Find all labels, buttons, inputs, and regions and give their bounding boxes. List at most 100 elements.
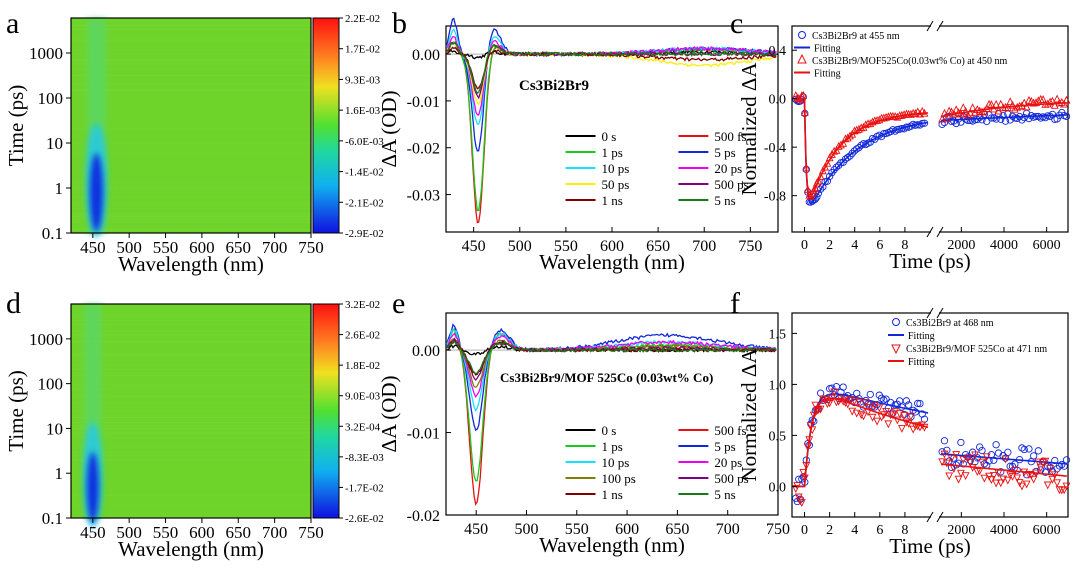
legend-label: Fitting [908,357,935,368]
data-point [882,112,891,121]
data-point [818,166,827,175]
x-tick-label: 0 [801,523,808,538]
fit-line [793,397,929,488]
data-point [1029,475,1038,484]
data-point [942,459,951,468]
x-tick-label: 750 [298,523,324,542]
axis-break-mark [936,511,944,523]
x-axis-label: Wavelength (nm) [539,533,685,557]
legend-label: 500 fs [714,423,746,438]
series-line-10-ps [446,28,777,125]
colorbar [312,303,340,519]
colorbar [312,17,340,234]
series-line-1-ns [446,46,777,90]
data-point [940,437,949,445]
y-axis-label: Time (ps) [4,370,28,452]
legend-label: 500 ps [714,471,748,486]
data-point [982,453,991,462]
data-point [836,140,845,149]
data-point [839,138,848,147]
data-point [1017,482,1026,491]
colorbar-label: -2.1E-02 [345,197,384,209]
x-tick-label: 750 [766,521,790,538]
data-point [1036,464,1045,473]
data-point [1013,474,1022,483]
x-axis-label: Time (ps) [889,534,971,558]
colorbar-label: 3.2E-02 [345,299,380,311]
data-point [823,177,832,185]
data-point [952,105,961,114]
legend-label: Fitting [908,331,935,342]
y-axis-label: Time (ps) [4,85,28,167]
data-point [1003,476,1012,485]
axis-break-mark [936,226,944,238]
x-tick-label: 450 [464,521,488,538]
x-tick-label: 750 [298,238,324,257]
x-tick-label: 4000 [990,238,1018,253]
x-tick-label: 700 [692,238,716,255]
legend-label: 1 ps [602,439,623,454]
data-point [978,446,986,455]
data-point [1013,114,1021,123]
series-line-5-ns [446,340,777,374]
panel-letter-e: e [392,287,405,320]
data-point [940,450,949,459]
axis-break-mark [926,20,934,32]
axis-break-mark [936,20,944,32]
data-point [971,451,979,460]
data-point [1034,447,1042,455]
x-tick-label: 2 [826,238,833,253]
data-point [843,400,852,409]
x-tick-label: 750 [738,238,762,255]
heatmap-frame [70,17,312,234]
data-point [809,185,818,194]
data-point [1025,445,1033,453]
data-point [1041,457,1050,466]
data-point [1051,456,1059,465]
x-tick-label: 500 [514,521,538,538]
data-point [882,395,890,403]
axis-break-mark [926,511,934,523]
heatmap-signal-core [86,452,99,523]
x-axis-label: Wavelength (nm) [539,250,685,274]
series-line-5-ps [446,323,777,432]
data-point [1022,480,1031,489]
data-point [1022,102,1031,111]
plot-title: Cs3Bi2Br9/MOF 525Co (0.03wt% Co) [500,370,713,385]
x-tick-label: 4000 [990,523,1018,538]
data-point [920,415,929,423]
data-point [1006,471,1015,480]
x-tick-label: 2000 [947,238,975,253]
legend-label: 500 ps [714,177,748,192]
heatmap-frame [70,303,312,519]
x-tick-label: 4 [851,523,858,538]
x-tick-label: 600 [189,523,215,542]
panel-letter-c: c [730,7,743,40]
legend-marker [892,318,900,326]
data-point [877,394,886,402]
y-axis-label: Normalized ΔA [737,348,761,482]
data-point [954,475,963,484]
y-tick-label: 1 [55,464,64,483]
y-tick-label: 0.1 [42,224,63,243]
data-point [942,114,951,123]
colorbar-label: 9.3E-03 [345,74,381,86]
legend-label: 50 ps [602,177,630,192]
data-point [1008,472,1017,481]
series-line-20-ps [446,36,777,116]
data-point [897,425,906,433]
y-axis-label: ΔA (OD) [377,375,401,452]
data-point [959,456,968,464]
data-point [868,413,877,422]
y-tick-label: 0.00 [412,47,440,64]
y-tick-label: -0.02 [407,508,440,525]
colorbar-label: 1.7E-02 [345,44,380,56]
data-point [866,390,874,399]
x-tick-label: 6000 [1033,238,1061,253]
colorbar-label: 1.8E-02 [345,360,380,372]
data-point [987,100,996,109]
colorbar-label: 2.6E-02 [345,330,380,342]
y-tick-label: 1000 [29,44,63,63]
y-tick-label: -0.01 [407,94,440,111]
panel-letter-d: d [6,287,21,320]
